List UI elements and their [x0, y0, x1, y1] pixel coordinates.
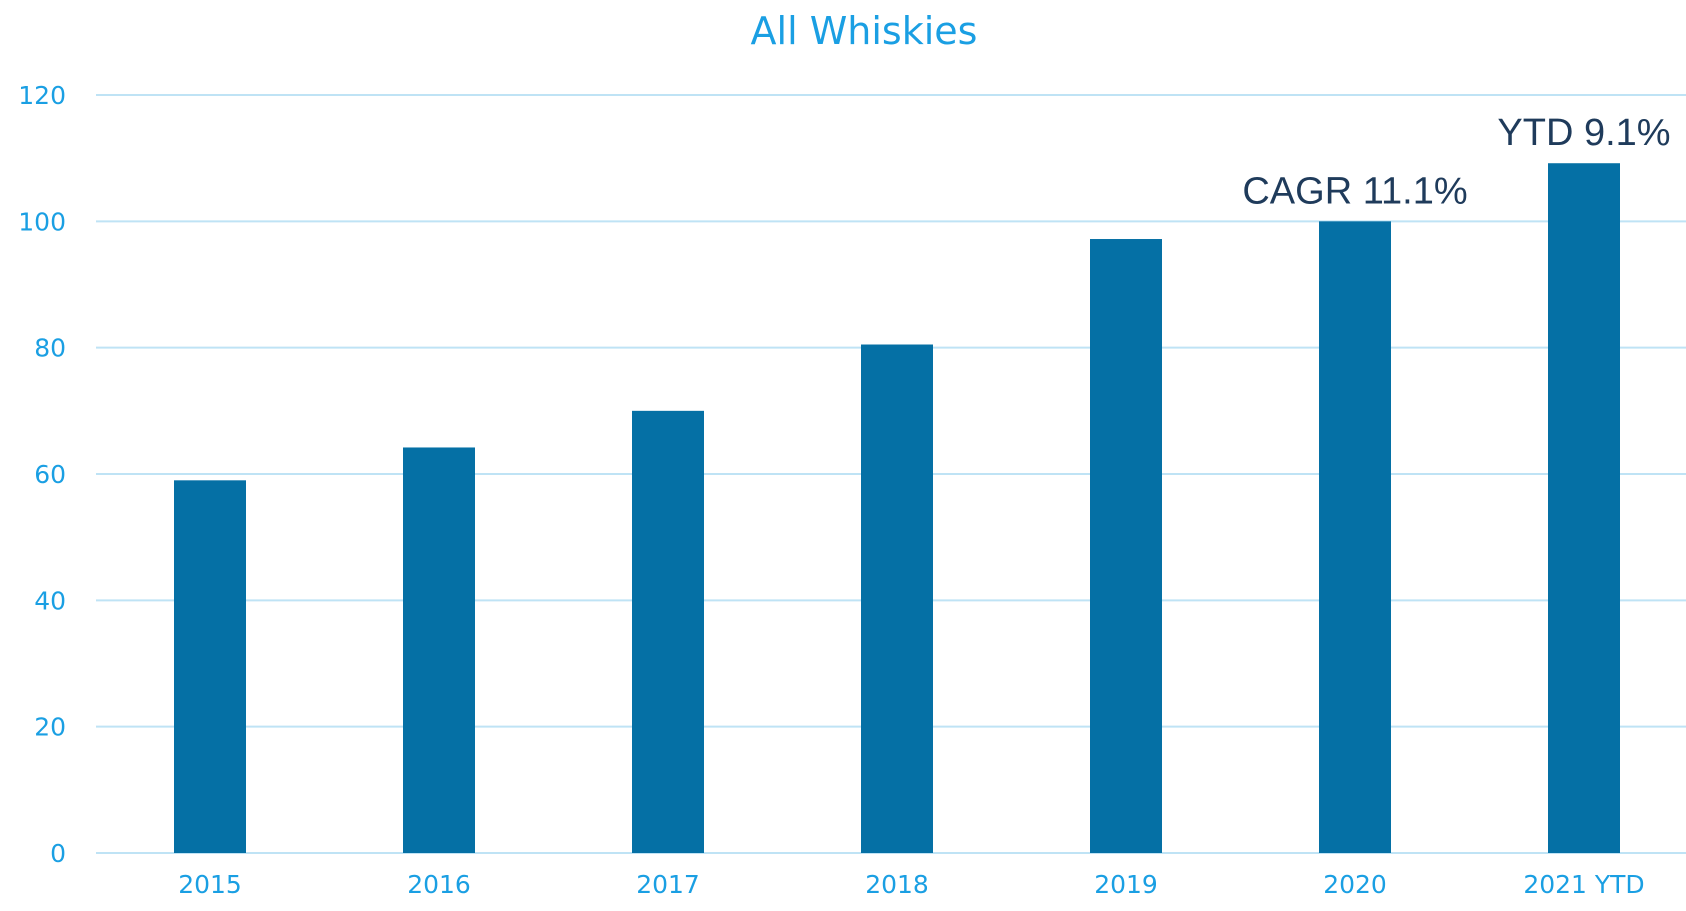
x-axis-ticks: 2015 2016 2017 2018 2019 2020 2021 YTD — [178, 870, 1645, 899]
bar — [1319, 221, 1391, 854]
y-tick-label: 60 — [34, 460, 66, 489]
y-tick-label: 20 — [34, 713, 66, 742]
bar — [1090, 239, 1162, 853]
y-tick-label: 40 — [34, 586, 66, 615]
x-tick-label: 2017 — [636, 870, 700, 899]
annotation-label: YTD 9.1% — [1497, 112, 1670, 154]
y-tick-label: 120 — [18, 81, 66, 110]
y-tick-label: 100 — [18, 207, 66, 236]
bar — [632, 410, 704, 853]
bar — [861, 344, 933, 853]
annotation-label: CAGR 11.1% — [1242, 170, 1467, 212]
bar — [174, 480, 246, 853]
y-tick-label: 0 — [50, 839, 66, 868]
bars — [174, 163, 1620, 854]
y-tick-label: 80 — [34, 334, 66, 363]
x-tick-label: 2019 — [1094, 870, 1158, 899]
x-tick-label: 2016 — [407, 870, 471, 899]
bar — [1548, 163, 1620, 854]
x-tick-label: 2015 — [178, 870, 242, 899]
bar — [403, 447, 475, 853]
y-axis-ticks: 0 20 40 60 80 100 120 — [18, 81, 66, 868]
chart-title: All Whiskies — [751, 9, 978, 53]
annotations: CAGR 11.1% YTD 9.1% — [1242, 112, 1670, 212]
x-tick-label: 2018 — [865, 870, 929, 899]
x-tick-label: 2021 YTD — [1523, 870, 1644, 899]
x-tick-label: 2020 — [1323, 870, 1387, 899]
